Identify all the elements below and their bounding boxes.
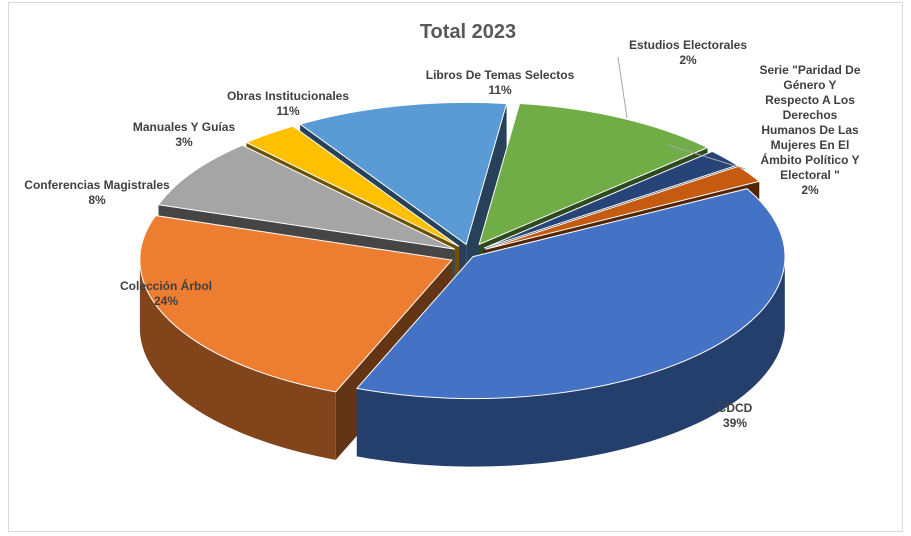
- data-label: Serie "Paridad De Género Y Respecto A Los D…: [759, 63, 860, 197]
- data-label: Colección Árbol 24%: [120, 278, 212, 308]
- data-label: Libros De Temas Selectos 11%: [426, 68, 575, 97]
- data-label-text: Conferencias Magistrales: [24, 178, 170, 192]
- data-label-text: Mujeres En El: [771, 138, 850, 152]
- data-label-percent: 3%: [175, 135, 193, 149]
- data-label-percent: 8%: [88, 193, 106, 207]
- leader-lines: [617, 56, 746, 170]
- data-label-percent: 2%: [679, 53, 697, 67]
- data-label: Manuales Y Guías 3%: [133, 120, 236, 149]
- leader-line: [667, 144, 746, 170]
- data-label-text: Obras Institucionales: [227, 89, 349, 103]
- pie-slice: [139, 215, 453, 460]
- data-label-text: Derechos: [783, 108, 838, 122]
- data-label-text: Estudios Electorales: [629, 38, 747, 52]
- slice-outer-wall: [139, 261, 336, 460]
- data-label-percent: 24%: [154, 294, 178, 308]
- data-label-text: Libros De Temas Selectos: [426, 68, 575, 82]
- data-label-text: Humanos De Las: [761, 123, 859, 137]
- slice-top: [478, 103, 709, 246]
- data-label-percent: 2%: [801, 183, 819, 197]
- chart-title: Total 2023: [420, 21, 516, 43]
- slice-top: [298, 101, 508, 246]
- slice-top: [139, 215, 453, 393]
- data-label: Obras Institucionales 11%: [227, 89, 349, 118]
- data-label-text: Ámbito Político Y: [760, 152, 859, 167]
- data-label-percent: 11%: [276, 104, 300, 118]
- data-label-text: Electoral ": [780, 168, 840, 182]
- data-label-text: Colección Árbol: [120, 278, 212, 293]
- data-label-text: Serie "Paridad De: [759, 63, 860, 77]
- data-label: Estudios Electorales 2%: [629, 38, 747, 67]
- slice-top: [157, 144, 456, 250]
- slice-top: [355, 188, 786, 400]
- pie-slice: [355, 188, 786, 467]
- data-label-text: Respecto A Los: [765, 93, 855, 107]
- leader-line: [617, 56, 628, 119]
- data-label-text: CDCD: [718, 401, 753, 415]
- data-label-text: Manuales Y Guías: [133, 120, 236, 134]
- data-label-percent: 39%: [723, 416, 747, 430]
- data-label: CDCD 39%: [718, 401, 753, 430]
- slice-top: [485, 165, 761, 250]
- data-label-text: Género Y: [783, 78, 836, 92]
- slice-top: [483, 150, 739, 249]
- slice-outer-wall: [356, 261, 785, 467]
- data-labels: Libros De Temas Selectos 11%Estudios Elec…: [24, 38, 861, 430]
- slice-top: [245, 125, 460, 247]
- data-label: Conferencias Magistrales 8%: [24, 178, 170, 207]
- pie-slices: [139, 101, 786, 467]
- data-label-percent: 11%: [488, 83, 512, 97]
